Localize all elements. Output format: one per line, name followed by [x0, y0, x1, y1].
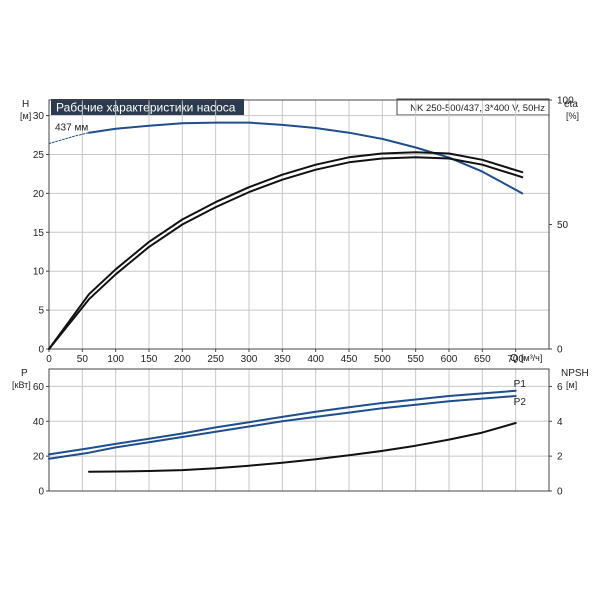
y-left-tick-label: 20: [33, 189, 45, 200]
y-right-tick-label: 4: [557, 417, 563, 428]
x-tick-label: 0: [46, 354, 52, 365]
series-label: P1: [514, 379, 527, 390]
y-left-tick-label: 0: [38, 487, 44, 498]
y-left-tick-label: 20: [33, 452, 45, 463]
y-left-tick-label: 40: [33, 417, 45, 428]
y-right-tick-label: 6: [557, 382, 563, 393]
series-line-0-3: [48, 156, 524, 350]
x-tick-label: 700: [507, 354, 524, 365]
x-tick-label: 650: [474, 354, 491, 365]
x-tick-label: 100: [107, 354, 124, 365]
series-label: 437 мм: [55, 123, 88, 134]
plot-frame: [48, 99, 550, 350]
y-left-tick-label: 25: [33, 150, 45, 161]
series-line-0-1: [88, 121, 524, 195]
y-left-tick-label: 10: [33, 267, 45, 278]
y-left-tick-label: 60: [33, 382, 45, 393]
x-tick-label: 50: [77, 354, 89, 365]
x-axis-label: Q: [510, 353, 518, 364]
series-label: P2: [514, 397, 527, 408]
y-left-label-bottom: P: [21, 368, 28, 379]
x-tick-label: 550: [407, 354, 424, 365]
x-axis-unit: [м³/ч]: [521, 353, 542, 363]
x-tick-label: 300: [241, 354, 258, 365]
title-bar: [51, 99, 244, 115]
x-tick-label: 150: [141, 354, 158, 365]
x-tick-label: 600: [441, 354, 458, 365]
y-left-label-top: H: [22, 99, 29, 110]
y-right-tick-label: 2: [557, 452, 563, 463]
plot-frame: [48, 368, 550, 492]
y-right-tick-label: 100: [557, 96, 574, 107]
x-tick-label: 250: [207, 354, 224, 365]
model-label: NK 250-500/437, 3*400 V, 50Hz: [410, 103, 545, 114]
x-tick-label: 500: [374, 354, 391, 365]
y-right-tick-label: 0: [557, 345, 563, 356]
x-tick-label: 400: [307, 354, 324, 365]
y-right-unit-top: [%]: [566, 111, 579, 121]
x-tick-label: 200: [174, 354, 191, 365]
chart-title: Рабочие характеристики насоса: [56, 101, 236, 115]
y-right-label-top: eta: [564, 99, 578, 110]
y-left-tick-label: 30: [33, 111, 45, 122]
x-tick-label: 450: [341, 354, 358, 365]
y-right-tick-label: 50: [557, 220, 569, 231]
series-line-1-2: [88, 422, 517, 473]
y-left-unit-top: [м]: [20, 111, 31, 121]
y-right-label-bottom: NPSH: [561, 368, 589, 379]
y-right-tick-label: 0: [557, 487, 563, 498]
y-left-tick-label: 0: [38, 345, 44, 356]
series-line-1-0: [48, 389, 517, 456]
y-left-unit-bottom: [кВт]: [12, 380, 31, 390]
series-line-0-0: [48, 132, 90, 145]
series-line-1-1: [48, 395, 517, 460]
y-right-unit-bottom: [м]: [566, 380, 577, 390]
series-line-0-2: [48, 151, 524, 350]
y-left-tick-label: 15: [33, 228, 45, 239]
x-tick-label: 350: [274, 354, 291, 365]
y-left-tick-label: 5: [38, 306, 44, 317]
